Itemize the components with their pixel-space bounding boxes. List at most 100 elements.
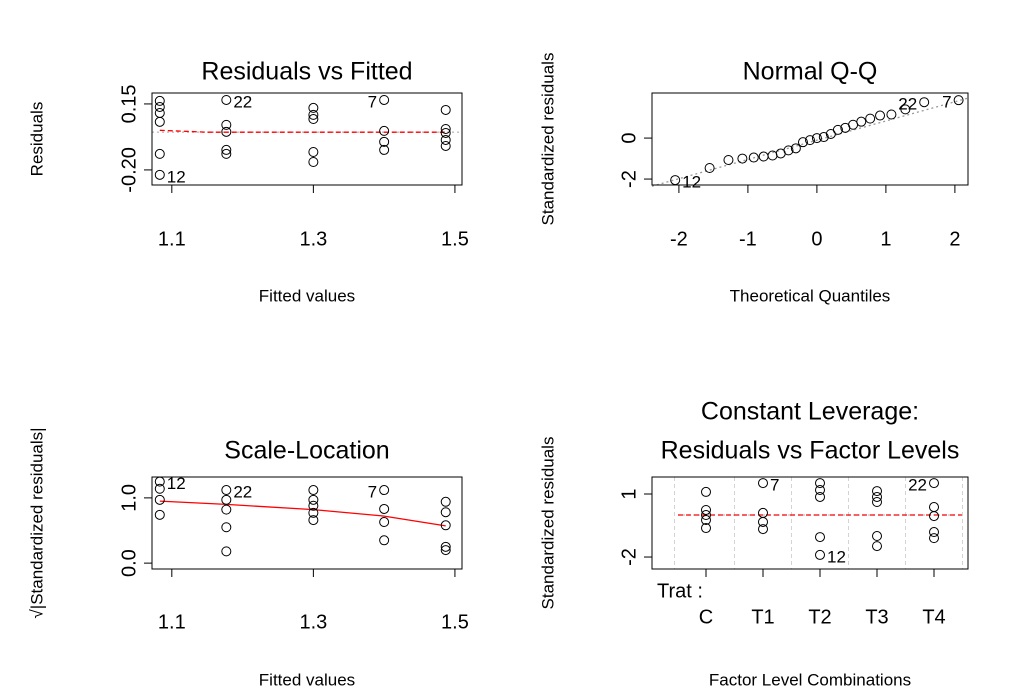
point-label: 12 [167,474,186,493]
x-tick-label: 1 [880,228,891,250]
point [758,478,768,489]
point [701,504,711,515]
x-tick-label: C [699,606,713,628]
point [154,116,165,127]
point [440,104,451,115]
point [797,137,808,148]
point-label: 7 [368,483,377,502]
point [848,119,859,130]
point [440,520,451,531]
point [308,157,319,167]
point-label: 12 [682,173,701,192]
point [758,507,768,518]
point [929,511,939,522]
point [154,95,165,106]
x-tick-label: T3 [865,606,888,628]
point [701,510,711,521]
x-axis-label: Fitted values [259,670,355,689]
plot-frame [151,92,463,186]
point [154,509,165,520]
point [308,515,319,526]
x-tick-label: 1.1 [158,228,186,250]
point [856,116,867,127]
point [379,125,390,136]
point [929,533,939,544]
point [308,500,319,511]
point [701,523,711,534]
x-tick-label: 1.5 [441,228,469,250]
point [440,134,451,145]
point [758,524,768,535]
point [815,478,825,489]
point [811,133,822,144]
point [872,496,882,507]
x-tick-label: 1.5 [441,611,469,633]
point-label: 22 [233,483,252,502]
point [221,148,232,159]
point [865,113,876,124]
point [221,522,232,533]
y-tick-label: 1 [618,488,640,499]
point [308,114,319,125]
point [379,535,390,546]
point [440,127,451,138]
y-axis-label: Standardized residuals [538,437,557,610]
point [723,155,734,166]
point [221,504,232,515]
chart-title: Residuals vs Fitted [201,58,412,86]
plot-frame [651,476,969,570]
point [815,491,825,502]
point [440,124,451,135]
point [154,494,165,505]
y-tick-label: -0.20 [118,147,140,193]
point [875,110,886,121]
point [154,101,165,112]
point-label: 22 [233,92,252,111]
x-tick-label: T1 [751,606,774,628]
point [154,107,165,118]
chart-title: Normal Q-Q [743,58,878,86]
point-label: 12 [827,547,846,566]
point [379,136,390,147]
point [308,485,319,496]
point [440,545,451,556]
point [221,119,232,130]
point [886,109,897,120]
point [783,145,794,156]
point [308,147,319,158]
y-tick-label: 0.15 [118,84,140,123]
x-tick-label: 0 [811,228,822,250]
point [929,527,939,538]
point-label: 12 [167,167,186,186]
point [704,162,715,173]
point [221,94,232,105]
x-tick-label: 1.1 [158,611,186,633]
point [929,478,939,489]
point [221,144,232,155]
point [379,503,390,514]
point [805,135,815,146]
x-tick-label: -2 [670,228,688,250]
point [221,546,232,557]
point-label: 7 [942,93,951,112]
point [308,507,319,518]
point [308,102,319,113]
point [737,153,748,164]
y-tick-label: 0 [618,133,640,144]
plot-frame [651,92,969,186]
point [872,531,882,542]
point [308,109,319,120]
point [379,485,390,496]
y-tick-label: 1.0 [118,484,140,512]
point [440,140,451,151]
point [815,532,825,543]
x-tick-label: 1.3 [299,611,327,633]
point [790,143,801,154]
point [154,169,165,180]
point [379,94,390,105]
point [929,502,939,513]
point [919,97,930,108]
point [221,485,232,496]
point [221,494,232,505]
